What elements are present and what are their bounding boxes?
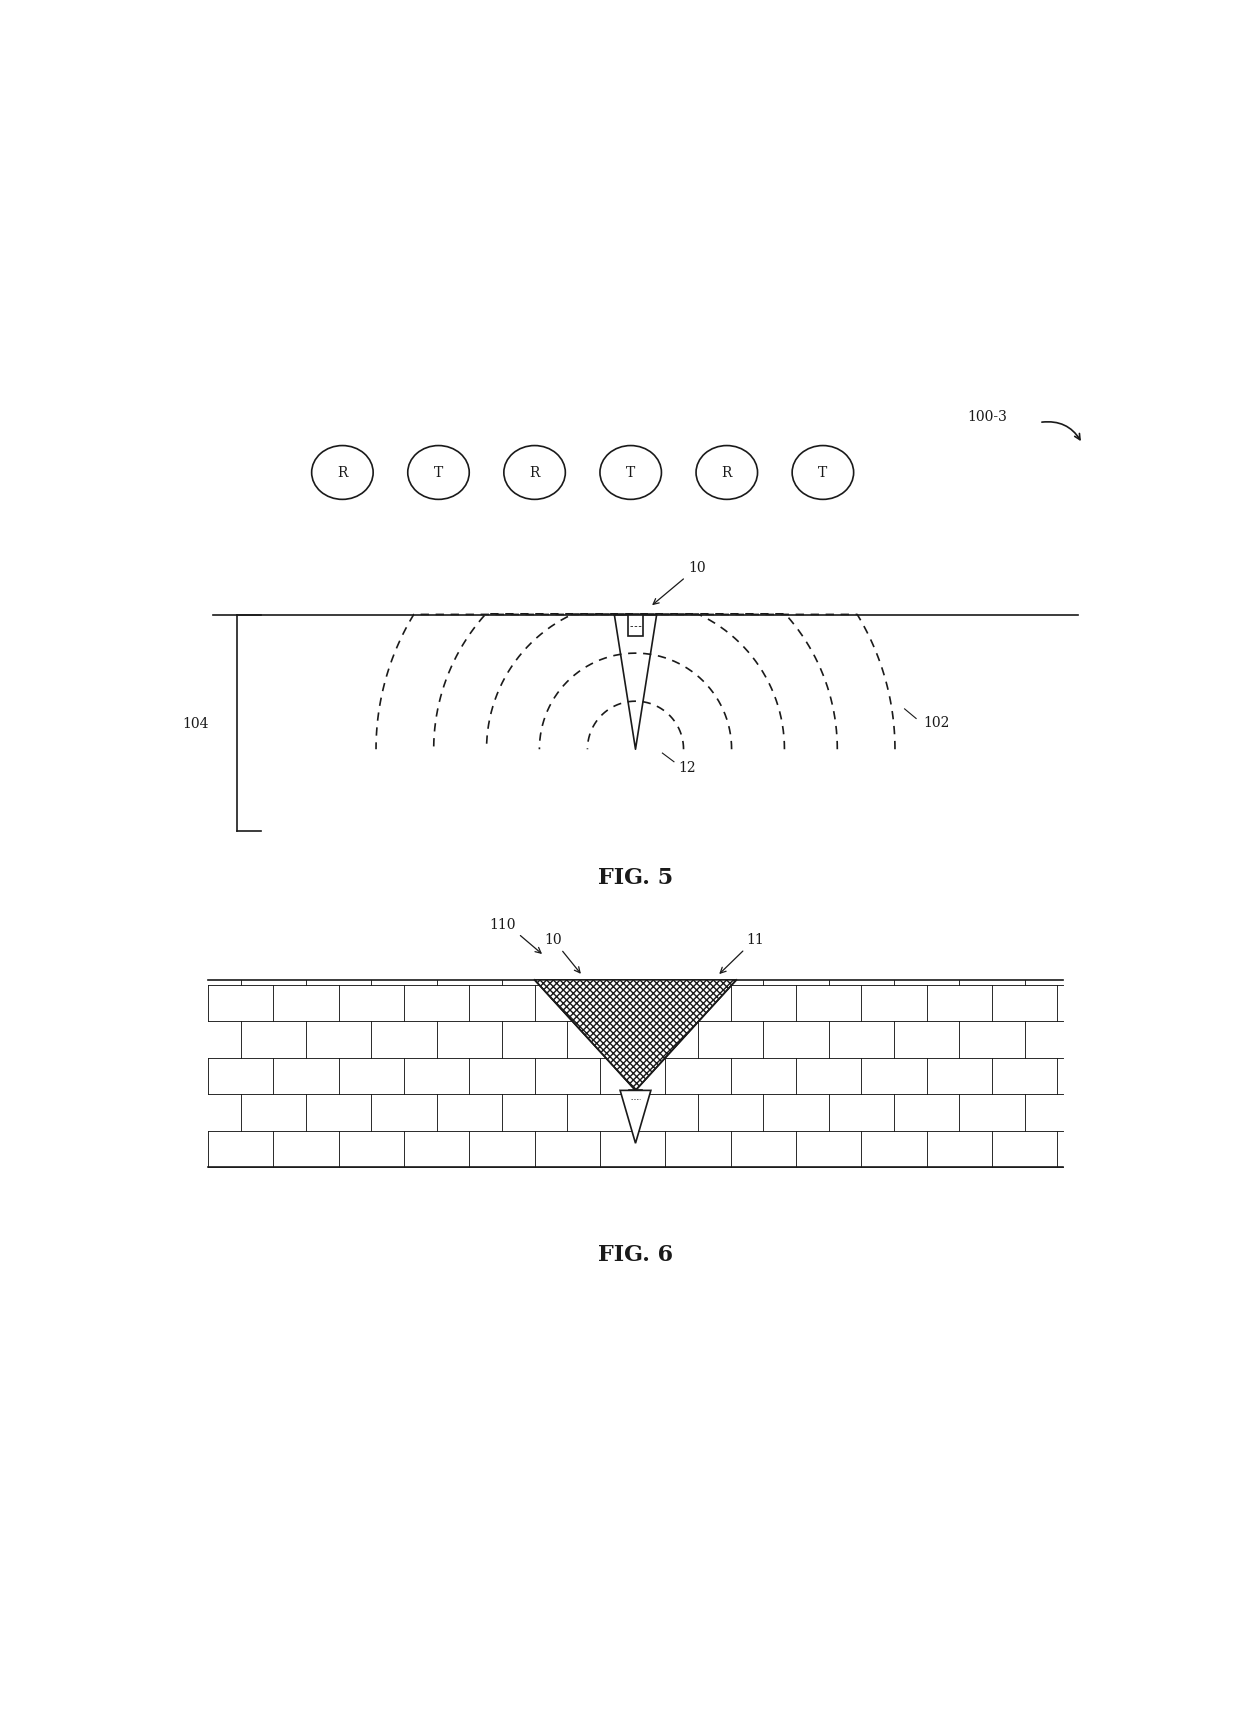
- Text: T: T: [434, 466, 443, 480]
- Bar: [629, 1091, 642, 1107]
- Polygon shape: [534, 980, 737, 1091]
- Text: 10: 10: [653, 561, 706, 604]
- Text: 10: 10: [544, 934, 580, 973]
- Text: FIG. 5: FIG. 5: [598, 866, 673, 889]
- Text: 104: 104: [182, 717, 208, 731]
- Bar: [627, 615, 644, 636]
- Polygon shape: [620, 1091, 651, 1143]
- Text: R: R: [722, 466, 732, 480]
- Text: R: R: [529, 466, 539, 480]
- Bar: [208, 980, 1063, 1167]
- Text: T: T: [626, 466, 635, 480]
- Text: 110: 110: [490, 918, 516, 932]
- Text: 100-3: 100-3: [967, 409, 1007, 424]
- Text: FIG. 6: FIG. 6: [598, 1244, 673, 1264]
- Text: 102: 102: [924, 715, 950, 729]
- Text: 12: 12: [678, 760, 697, 774]
- Polygon shape: [534, 980, 737, 1091]
- FancyArrowPatch shape: [1042, 423, 1080, 440]
- Text: 11: 11: [720, 934, 764, 973]
- Text: T: T: [818, 466, 827, 480]
- Text: R: R: [337, 466, 347, 480]
